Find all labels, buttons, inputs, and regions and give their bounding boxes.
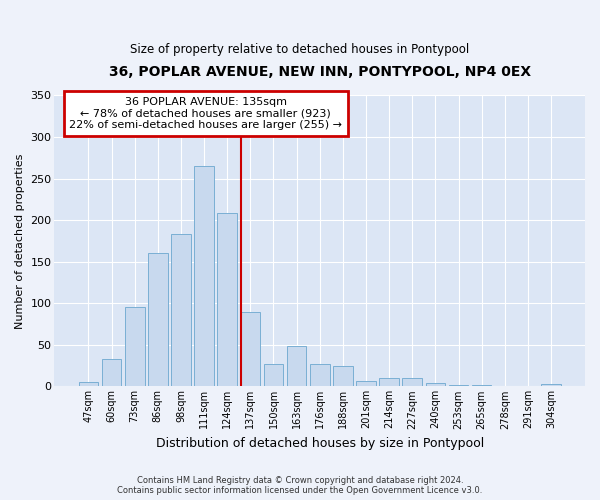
Bar xyxy=(541,384,561,386)
Bar xyxy=(287,346,307,387)
Bar xyxy=(356,382,376,386)
Bar xyxy=(449,384,469,386)
Bar xyxy=(241,312,260,386)
Bar xyxy=(263,364,283,386)
X-axis label: Distribution of detached houses by size in Pontypool: Distribution of detached houses by size … xyxy=(155,437,484,450)
Bar xyxy=(171,234,191,386)
Bar xyxy=(425,383,445,386)
Bar xyxy=(472,384,491,386)
Bar xyxy=(379,378,399,386)
Bar xyxy=(403,378,422,386)
Bar xyxy=(194,166,214,386)
Bar xyxy=(125,308,145,386)
Bar xyxy=(310,364,329,386)
Y-axis label: Number of detached properties: Number of detached properties xyxy=(15,153,25,328)
Text: 36 POPLAR AVENUE: 135sqm
← 78% of detached houses are smaller (923)
22% of semi-: 36 POPLAR AVENUE: 135sqm ← 78% of detach… xyxy=(69,97,342,130)
Bar xyxy=(102,359,121,386)
Bar xyxy=(217,214,237,386)
Text: Contains HM Land Registry data © Crown copyright and database right 2024.
Contai: Contains HM Land Registry data © Crown c… xyxy=(118,476,482,495)
Bar xyxy=(79,382,98,386)
Bar xyxy=(148,254,167,386)
Title: 36, POPLAR AVENUE, NEW INN, PONTYPOOL, NP4 0EX: 36, POPLAR AVENUE, NEW INN, PONTYPOOL, N… xyxy=(109,65,531,79)
Text: Size of property relative to detached houses in Pontypool: Size of property relative to detached ho… xyxy=(130,42,470,56)
Bar xyxy=(333,366,353,386)
